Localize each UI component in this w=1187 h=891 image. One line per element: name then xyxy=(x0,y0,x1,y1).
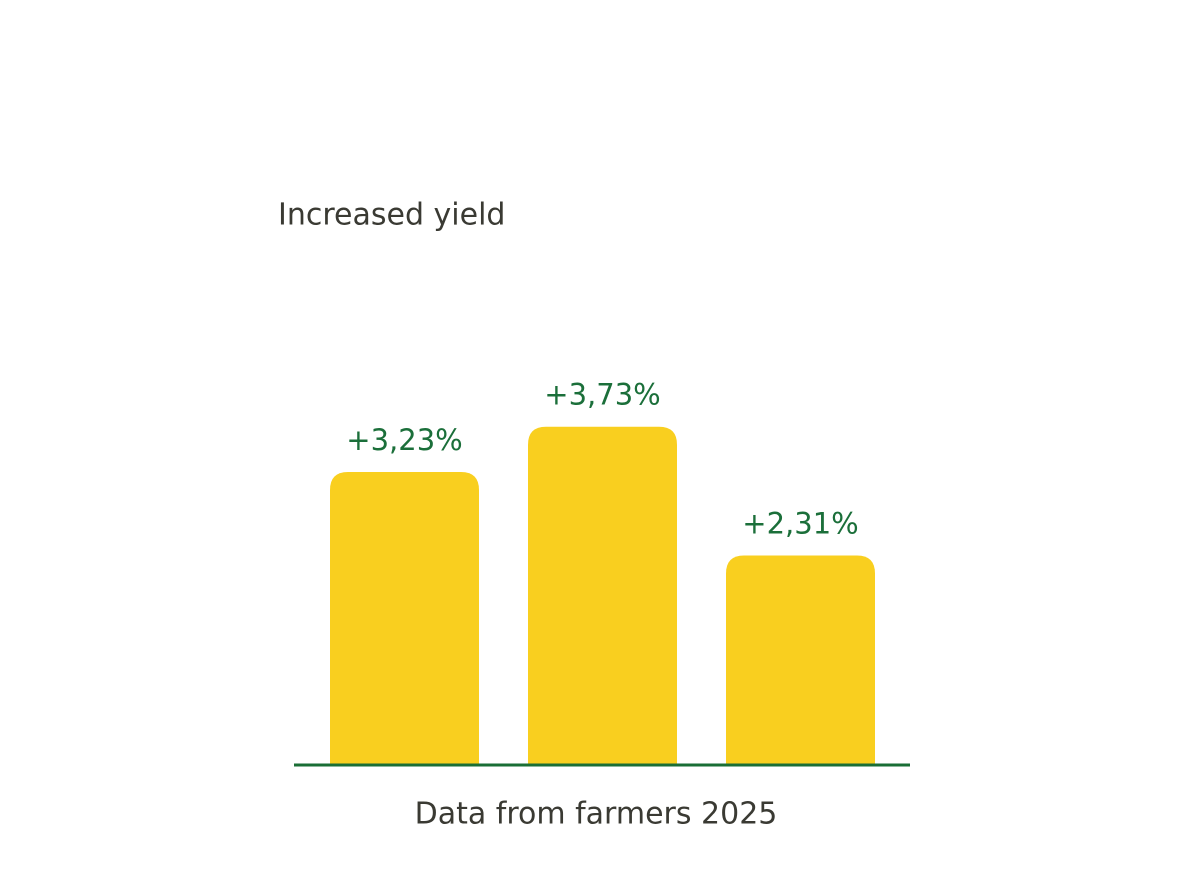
chart-caption: Data from farmers 2025 xyxy=(415,797,778,832)
value-label: +2,31% xyxy=(742,506,858,540)
bar xyxy=(726,555,875,765)
value-label: +3,23% xyxy=(346,423,462,457)
value-label: +3,73% xyxy=(544,378,660,412)
chart-title: Increased yield xyxy=(278,198,505,233)
bar xyxy=(528,426,677,765)
bar xyxy=(330,472,479,765)
